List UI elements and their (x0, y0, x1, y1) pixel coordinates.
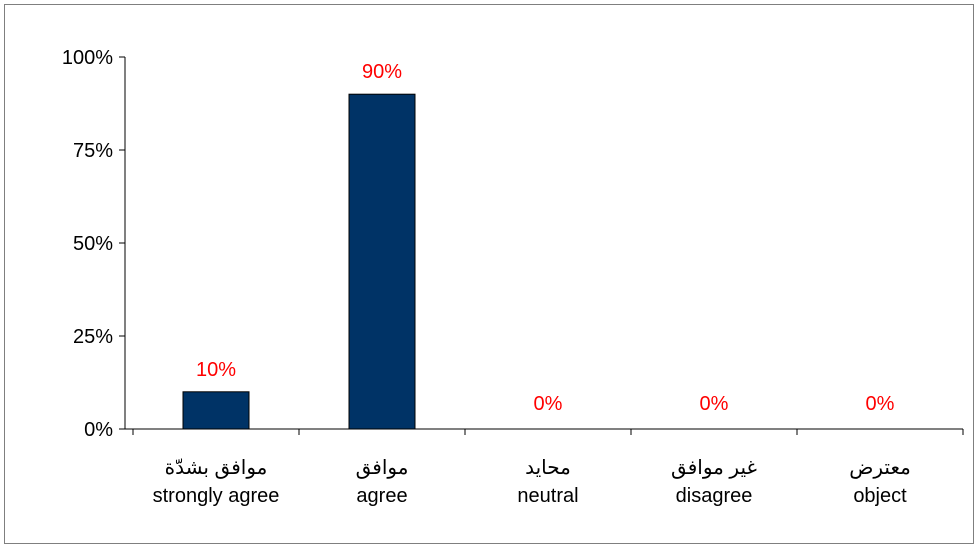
y-tick-label: 0% (84, 419, 113, 441)
category-label-arabic: محايد (525, 457, 571, 479)
y-tick-label: 50% (73, 233, 113, 255)
y-tick-label: 25% (73, 326, 113, 348)
category-label-arabic: موافق بشدّة (165, 457, 268, 479)
category-label-arabic: معترض (849, 457, 911, 479)
data-labels: 10% 90% 0% 0% 0% (196, 61, 895, 415)
chart-frame (4, 4, 974, 544)
data-label: 10% (196, 359, 236, 381)
data-label: 0% (700, 393, 729, 415)
category-label-english: object (853, 485, 907, 507)
axes: 0% 25% 50% 75% 100% (62, 47, 964, 441)
category-label-english: disagree (676, 485, 753, 507)
category-label-english: agree (356, 485, 407, 507)
bar (182, 391, 250, 430)
bars (182, 93, 416, 430)
data-label: 90% (362, 61, 402, 83)
y-tick-label: 100% (62, 47, 113, 69)
data-label: 0% (866, 393, 895, 415)
category-label-arabic: غير موافق (671, 457, 757, 479)
category-label-english: neutral (517, 485, 578, 507)
y-tick-label: 75% (73, 140, 113, 162)
category-label-english: strongly agree (153, 485, 280, 507)
category-label-arabic: موافق (356, 457, 409, 479)
bar (348, 93, 416, 430)
category-labels: موافق بشدّة strongly agree موافق agree محايد… (153, 457, 911, 507)
data-label: 0% (534, 393, 563, 415)
